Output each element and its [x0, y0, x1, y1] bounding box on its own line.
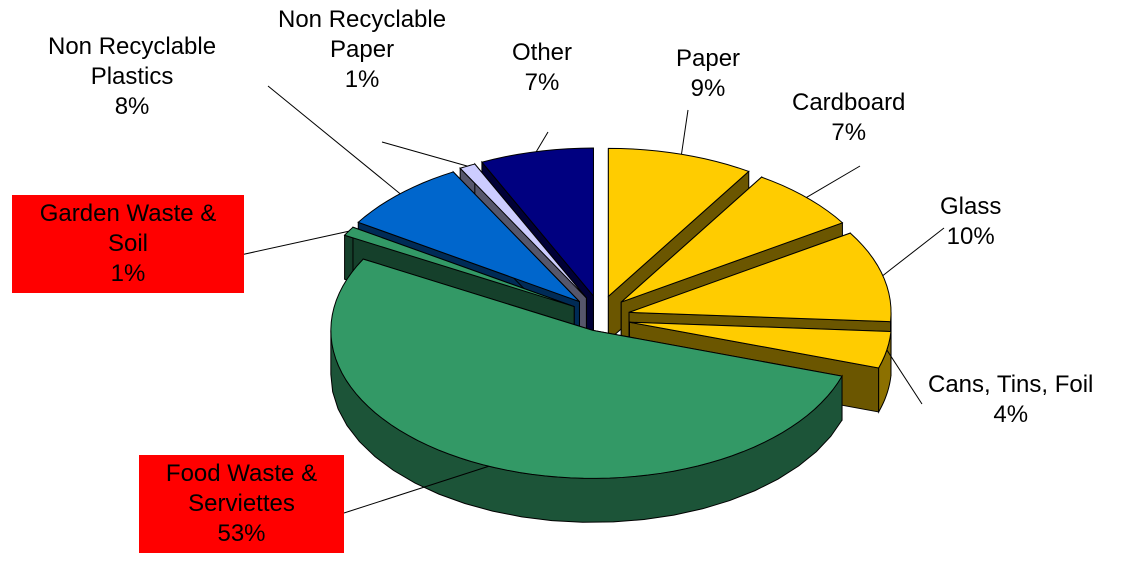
leader-line-garden — [235, 230, 349, 257]
leader-lines — [235, 85, 945, 514]
label-non-recyclable-paper: Non Recyclable Paper 1% — [278, 5, 446, 95]
label-cardboard-line-1: Cardboard — [792, 89, 906, 116]
label-nrplastics-line-3: 8% — [114, 93, 150, 120]
label-nrpaper-line-2: Paper — [330, 36, 395, 63]
label-garden-line-2: Soil — [107, 230, 149, 257]
label-nrpaper-line-3: 1% — [344, 66, 380, 93]
label-other: Other 7% — [512, 38, 572, 98]
label-nrpaper-line-1: Non Recyclable — [278, 6, 447, 33]
label-paper-line-1: Paper — [676, 45, 741, 72]
leader-line-cardboard — [806, 165, 861, 198]
slice-cardboard-top — [620, 176, 844, 303]
leader-line-cans — [886, 349, 923, 405]
label-nrplastics-line-1: Non Recyclable — [48, 33, 217, 60]
label-glass: Glass 10% — [940, 192, 1001, 252]
slice-glass-top — [628, 232, 892, 323]
label-non-recyclable-plastics: Non Recyclable Plastics 8% — [48, 32, 216, 122]
label-glass-line-2: 10% — [946, 223, 995, 250]
label-food-line-3: 53% — [217, 520, 266, 547]
slice-other-top — [481, 147, 594, 298]
slice-paper-top — [607, 147, 750, 298]
label-paper: Paper 9% — [676, 44, 740, 104]
label-glass-line-1: Glass — [940, 193, 1002, 220]
leader-line-other — [535, 131, 549, 152]
label-food-waste: Food Waste & Serviettes 53% — [139, 455, 344, 553]
slice-nrpaper-top — [459, 163, 587, 299]
label-cans-line-1: Cans, Tins, Foil — [928, 371, 1094, 398]
leader-line-food — [343, 465, 489, 514]
label-other-line-1: Other — [512, 39, 573, 66]
label-garden-waste: Garden Waste & Soil 1% — [12, 195, 244, 293]
leader-line-nrpaper — [381, 141, 468, 167]
slices-layer — [330, 147, 892, 523]
label-garden-line-3: 1% — [110, 260, 146, 287]
label-cans: Cans, Tins, Foil 4% — [928, 370, 1093, 430]
label-food-line-2: Serviettes — [188, 490, 295, 517]
leader-line-glass — [882, 227, 945, 276]
label-cardboard-line-2: 7% — [831, 119, 867, 146]
label-nrplastics-line-2: Plastics — [90, 63, 174, 90]
label-paper-line-2: 9% — [690, 75, 726, 102]
label-garden-line-1: Garden Waste & — [39, 200, 217, 227]
label-cans-line-2: 4% — [993, 401, 1029, 428]
slice-nrplastics-top — [357, 171, 580, 303]
slice-food-top — [330, 258, 843, 479]
leader-line-nrplastics — [267, 85, 401, 195]
leader-line-paper — [680, 109, 689, 155]
label-food-line-1: Food Waste & — [165, 460, 318, 487]
label-other-line-2: 7% — [524, 69, 560, 96]
slice-food — [330, 258, 843, 523]
label-cardboard: Cardboard 7% — [792, 88, 905, 148]
